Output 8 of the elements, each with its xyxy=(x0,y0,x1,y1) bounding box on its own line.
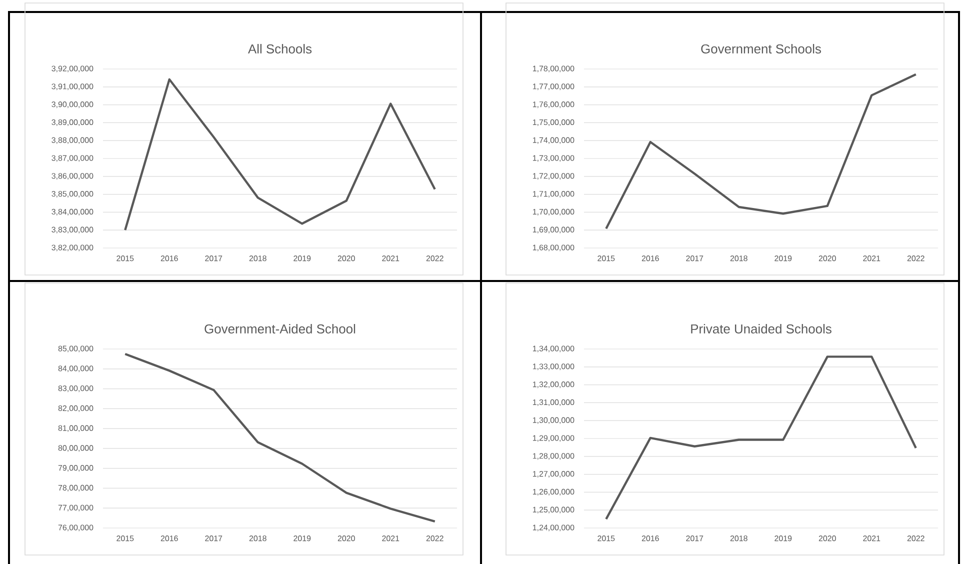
chart-title: Government Schools xyxy=(701,44,821,54)
chart-title: All Schools xyxy=(248,44,312,54)
line-series xyxy=(124,78,436,232)
chart-title: Private Unaided Schools xyxy=(691,324,832,334)
line-series xyxy=(124,352,436,523)
line-series xyxy=(605,73,917,230)
line-series xyxy=(605,356,917,520)
chart-title: Government-Aided School xyxy=(204,324,356,334)
